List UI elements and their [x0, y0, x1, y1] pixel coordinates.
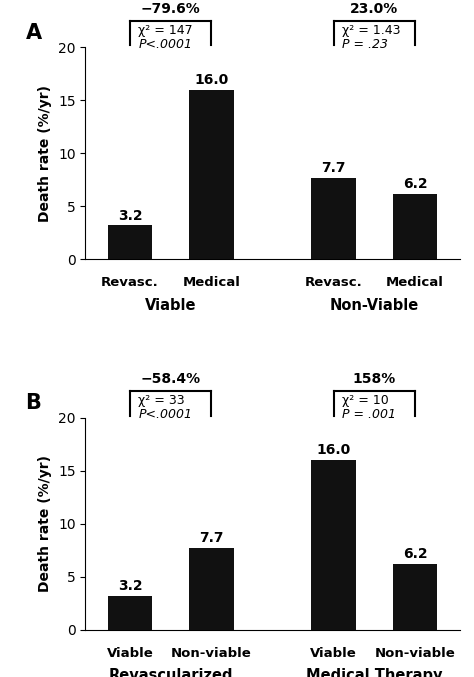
Text: 3.2: 3.2	[118, 579, 142, 593]
Text: 6.2: 6.2	[403, 547, 428, 561]
Bar	[392, 194, 438, 259]
Text: 23.0%: 23.0%	[350, 1, 399, 16]
Text: Medical: Medical	[182, 276, 240, 289]
Text: Non-Viable: Non-Viable	[330, 297, 419, 313]
Text: χ² = 10: χ² = 10	[342, 394, 389, 408]
Text: 7.7: 7.7	[321, 161, 346, 175]
Text: Non-viable: Non-viable	[374, 647, 456, 659]
Bar	[392, 564, 438, 630]
Bar	[108, 596, 153, 630]
Text: χ² = 33: χ² = 33	[138, 394, 185, 408]
Text: −58.4%: −58.4%	[141, 372, 201, 386]
Text: P<.0001: P<.0001	[138, 408, 192, 421]
Text: P<.0001: P<.0001	[138, 38, 192, 51]
Text: Medical: Medical	[386, 276, 444, 289]
Text: Revasc.: Revasc.	[305, 276, 363, 289]
Text: −79.6%: −79.6%	[141, 1, 201, 16]
Text: Viable: Viable	[107, 647, 154, 659]
Text: 158%: 158%	[353, 372, 396, 386]
Text: Viable: Viable	[310, 647, 357, 659]
Bar	[311, 178, 356, 259]
Text: 3.2: 3.2	[118, 209, 142, 223]
Text: χ² = 147: χ² = 147	[138, 24, 193, 37]
Text: 16.0: 16.0	[194, 73, 228, 87]
Text: Non-viable: Non-viable	[171, 647, 252, 659]
Y-axis label: Death rate (%/yr): Death rate (%/yr)	[38, 85, 53, 222]
Bar	[189, 90, 234, 259]
Text: B: B	[26, 393, 41, 414]
Text: 6.2: 6.2	[403, 177, 428, 191]
Text: P = .001: P = .001	[342, 408, 396, 421]
Text: Viable: Viable	[145, 297, 197, 313]
Text: A: A	[26, 23, 42, 43]
Text: 16.0: 16.0	[317, 443, 351, 458]
Bar	[108, 225, 153, 259]
Text: χ² = 1.43: χ² = 1.43	[342, 24, 400, 37]
Text: P = .23: P = .23	[342, 38, 388, 51]
Bar	[311, 460, 356, 630]
Text: 7.7: 7.7	[199, 531, 224, 546]
Text: Revascularized: Revascularized	[109, 668, 233, 677]
Text: Revasc.: Revasc.	[101, 276, 159, 289]
Text: Medical Therapy: Medical Therapy	[306, 668, 443, 677]
Bar	[189, 548, 234, 630]
Y-axis label: Death rate (%/yr): Death rate (%/yr)	[38, 455, 53, 592]
